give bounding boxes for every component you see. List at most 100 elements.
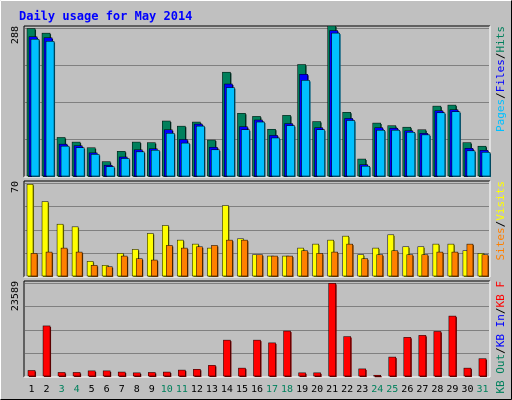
bar-pages-day-9 [151,150,160,177]
bar-pages-day-26 [406,132,416,177]
bar-sites-day-20 [316,253,323,277]
bar-pages-day-18 [286,125,295,177]
bar-pages-day-12 [196,125,205,177]
x-tick-label: 15 [236,384,248,395]
legend-entry: / [494,347,507,354]
bar-sites-day-5 [90,265,98,277]
x-tick-label: 23 [356,384,368,395]
x-tick-label: 25 [386,384,398,395]
bar-kb-f-day-13 [208,365,216,377]
x-tick-label: 22 [341,384,353,395]
bar-pages-day-14 [226,87,235,177]
y-max-label: 70 [10,181,21,193]
x-tick-label: 9 [149,384,155,395]
bar-shadow [374,376,382,378]
bar-sites-day-15 [241,239,248,277]
bar-kb-f-day-18 [283,330,291,377]
bars-bottom [27,283,487,378]
bar-kb-f-day-3 [57,372,66,377]
bar-pages-day-13 [211,149,220,177]
bar-sites-day-25 [391,250,399,277]
bar-kb-f-day-5 [87,370,96,377]
bar-pages-day-24 [376,130,386,177]
legend-mid: Sites/Visits [494,181,507,261]
x-tick-label: 3 [59,384,65,395]
bar-pages-day-21 [331,32,340,177]
bar-kb-f-day-8 [132,372,141,377]
x-tick-label: 17 [266,384,278,395]
legend-entry: Pages [494,99,507,132]
bar-sites-day-9 [151,259,158,277]
x-tick-label: 11 [176,384,188,395]
legend-entry: / [494,308,507,315]
panel-mid: 70 Sites/Visits [10,180,507,278]
bar-sites-day-27 [421,254,429,277]
bar-pages-day-6 [105,166,115,177]
bar-pages-day-20 [316,129,325,177]
bar-sites-day-11 [181,247,188,277]
bar-kb-f-day-20 [313,372,321,377]
bar-pages-day-17 [271,137,280,177]
bar-kb-f-day-12 [193,369,201,377]
bar-kb-f-day-15 [238,367,246,377]
bar-sites-day-16 [256,254,263,277]
bar-visits-day-4 [71,226,79,277]
bar-kb-f-day-17 [268,342,276,377]
bar-sites-day-6 [105,266,113,277]
bar-kb-f-day-21 [328,283,336,377]
bar-pages-day-7 [120,158,130,177]
bar-sites-day-10 [166,245,173,277]
bar-kb-f-day-30 [463,367,472,377]
x-tick-label: 1 [29,384,35,395]
legend-entry: / [494,221,507,228]
bar-kb-f-day-14 [223,339,231,377]
bar-pages-day-3 [60,145,70,177]
y-max-label: 23589 [10,281,21,311]
bar-sites-day-24 [376,254,384,277]
bar-sites-day-14 [226,239,233,277]
bar-sites-day-28 [436,251,444,277]
x-tick-label: 5 [89,384,95,395]
bar-kb-f-day-26 [403,337,412,377]
bar-sites-day-8 [135,258,143,277]
legend-bottom: KB Out/KB In/KB F [494,281,507,394]
bar-pages-day-19 [301,80,310,177]
x-tick-label: 19 [296,384,308,395]
bar-sites-day-22 [346,243,353,277]
legend-entry: / [494,92,507,99]
bar-sites-day-26 [406,254,414,277]
bar-kb-f-day-10 [163,371,171,377]
bar-kb-f-day-24 [373,374,382,377]
legend-entry: / [494,53,507,60]
x-tick-label: 16 [251,384,263,395]
bar-pages-day-30 [466,150,476,177]
panel-bottom: 23589 KB Out/KB In/KB F [10,280,507,394]
bar-kb-f-day-11 [178,369,186,377]
x-tick-label: 18 [281,384,293,395]
chart-title: Daily usage for May 2014 [19,9,192,23]
x-tick-label: 31 [476,384,488,395]
bar-sites-day-17 [271,255,278,277]
bar-sites-day-30 [466,243,474,277]
bar-sites-day-18 [286,255,293,277]
bar-pages-day-10 [166,133,175,177]
legend-entry: KB F [494,281,507,308]
bar-pages-day-4 [75,147,85,177]
bar-sites-day-21 [331,251,338,277]
x-tick-label: 4 [74,384,80,395]
bar-pages-day-25 [391,130,401,177]
bar-pages-day-23 [361,165,370,177]
bar-sites-day-19 [301,250,308,277]
bar-sites-day-29 [451,251,459,277]
legend-entry: Hits [494,26,507,53]
bar-pages-day-31 [481,152,491,177]
x-tick-label: 2 [44,384,50,395]
bar-sites-day-2 [45,251,53,277]
bar-kb-f-day-27 [418,335,427,377]
bar-kb-f-day-28 [433,331,442,377]
x-tick-label: 26 [401,384,413,395]
bar-sites-day-4 [75,251,83,277]
